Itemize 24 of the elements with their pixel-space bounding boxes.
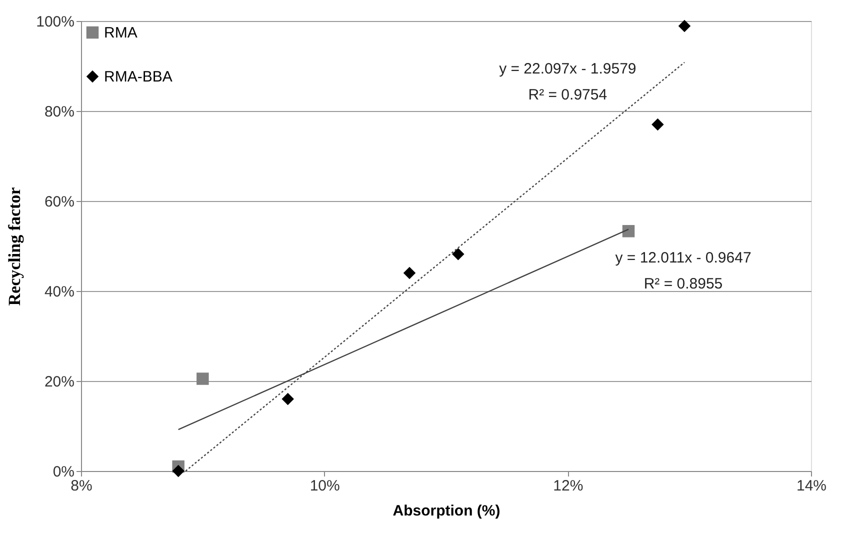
y-tick-label: 20% <box>44 374 74 390</box>
x-tick-label: 8% <box>70 478 92 494</box>
x-tick-label: 12% <box>553 478 584 494</box>
point <box>403 266 416 280</box>
annotation: y = 12.011x - 0.9647 R² = 0.8955 <box>615 250 752 292</box>
point <box>172 464 184 478</box>
point <box>678 20 691 32</box>
legend-label: RMA <box>104 24 138 42</box>
x-tick-label: 10% <box>310 478 340 494</box>
x-tick-label: 14% <box>796 478 827 494</box>
y-tick-label: 80% <box>44 104 74 120</box>
point <box>652 118 664 131</box>
y-axis-title: Recycling factor <box>5 186 24 306</box>
y-tick-label: 60% <box>44 194 74 210</box>
y-tick-label: 40% <box>44 284 74 300</box>
y-tick-label: 100% <box>36 14 74 30</box>
point <box>452 248 464 260</box>
annotation: y = 22.097x - 1.9579 R² = 0.9754 <box>499 60 636 104</box>
point <box>282 392 294 406</box>
point <box>196 372 209 385</box>
y-tick-label: 0% <box>52 464 74 480</box>
point <box>622 225 635 238</box>
legend-label: RMA-BBA <box>104 68 172 86</box>
x-axis-title: Absorption (%) <box>392 502 500 520</box>
